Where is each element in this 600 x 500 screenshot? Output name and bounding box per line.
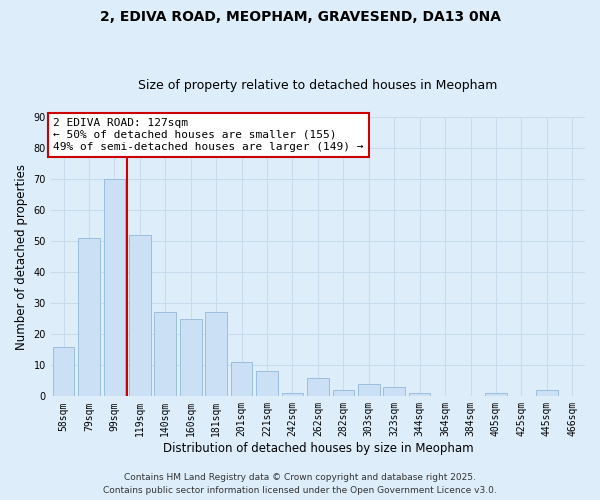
Bar [205,312,227,396]
Text: 2, EDIVA ROAD, MEOPHAM, GRAVESEND, DA13 0NA: 2, EDIVA ROAD, MEOPHAM, GRAVESEND, DA13 … [100,10,500,24]
Bar [383,387,405,396]
Bar [307,378,329,396]
Bar [129,235,151,396]
Bar [358,384,380,396]
Bar [409,393,430,396]
Text: 2 EDIVA ROAD: 127sqm
← 50% of detached houses are smaller (155)
49% of semi-deta: 2 EDIVA ROAD: 127sqm ← 50% of detached h… [53,118,364,152]
Bar [53,346,74,397]
Bar [104,179,125,396]
Bar [281,393,303,396]
Text: Contains HM Land Registry data © Crown copyright and database right 2025.
Contai: Contains HM Land Registry data © Crown c… [103,473,497,495]
Bar [231,362,253,396]
Bar [332,390,354,396]
X-axis label: Distribution of detached houses by size in Meopham: Distribution of detached houses by size … [163,442,473,455]
Bar [78,238,100,396]
Bar [256,372,278,396]
Bar [180,318,202,396]
Y-axis label: Number of detached properties: Number of detached properties [15,164,28,350]
Bar [485,393,507,396]
Bar [154,312,176,396]
Bar [536,390,557,396]
Title: Size of property relative to detached houses in Meopham: Size of property relative to detached ho… [138,79,497,92]
